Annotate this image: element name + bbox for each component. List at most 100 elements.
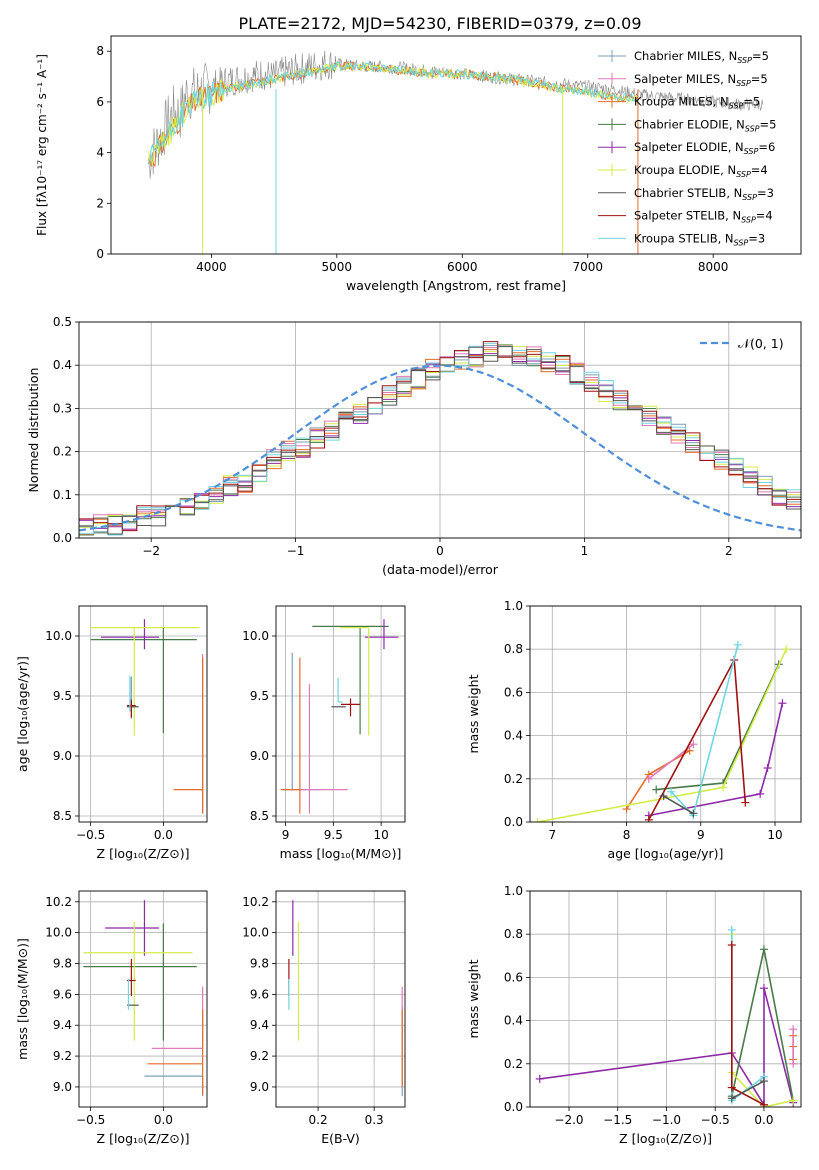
x-tick-label: 0 [436,544,444,558]
legend-label-sub: SSP [744,147,759,156]
histogram-step [79,344,801,538]
weight-marker [622,805,631,814]
y-tick-label: 9.0 [250,749,269,763]
weight-marker [689,740,698,749]
weight-marker [759,1077,768,1086]
x-tick-label: −0.5 [76,828,105,842]
error-point [340,698,361,717]
weight-marker [778,699,787,708]
weight-lines [535,925,798,1107]
plot-frame [275,890,406,1108]
weight-lines [533,640,791,822]
y-tick-label: 8.5 [53,809,72,823]
legend-label: Chabrier MILES, NSSP=5 [634,49,769,65]
x-axis-label: Z [log₁₀(Z/Z⊙)] [97,846,190,861]
plot-frame [110,35,802,255]
y-tick-label: 0.2 [504,1057,523,1071]
error-point [83,923,197,1041]
error-bars [90,619,204,814]
x-tick-label: 9 [282,828,290,842]
legend-label-sub: SSP [745,124,760,133]
legend-label: Salpeter MILES, NSSP=5 [634,72,768,88]
y-axis-label: age [log₁₀(age/yr)] [15,656,30,772]
x-tick-label: 0.0 [154,1113,173,1127]
legend-label-sub: SSP [737,56,752,65]
legend-label-value: =5 [743,95,760,109]
y-axis-label: mass weight [466,674,481,753]
legend-label-text: Salpeter STELIB, N [634,209,741,223]
error-point [340,626,370,736]
error-point [105,900,159,956]
legend-label-value: =5 [752,49,769,63]
legend-label-value: =3 [757,186,774,200]
legend-label-value: =5 [751,72,768,86]
weight-vs-age-panel: 7 8 9 10 0.0 0.2 0.4 0.6 0.8 1.0 age [log₁₀(age/yr… [466,599,802,861]
legend-label: Kroupa STELIB, NSSP=3 [634,231,765,247]
error-point [151,986,204,1049]
y-tick-label: 1.0 [504,599,523,613]
weight-line [731,1080,765,1100]
y-tick-label: 0.6 [504,685,523,699]
weight-marker [652,785,661,794]
mass-vs-metallicity-panel: −0.5 0.0 9.0 9.2 9.4 9.6 9.8 10.0 10.2 Z [log₁₀(Z… [15,890,208,1146]
normal-curve [79,364,801,532]
x-tick-label: 0.0 [754,1113,773,1127]
weight-line [663,795,694,815]
y-axis-label: Flux [fλ10⁻¹⁷ erg cm⁻² s⁻¹ A⁻¹] [35,54,49,236]
error-point [100,619,159,650]
legend-label-text: Salpeter MILES, N [634,72,736,86]
weight-marker [733,640,742,649]
x-axis-label: mass [log₁₀(M/M⊙)] [280,846,402,861]
error-point [83,921,193,1041]
y-tick-label: 9.4 [250,1018,269,1032]
x-tick-label: 9.5 [324,828,343,842]
plot-frame [529,605,802,823]
y-tick-label: 0 [96,247,104,261]
x-tick-label: 8 [623,828,631,842]
x-axis-label: Z [log₁₀(Z/Z⊙)] [619,1131,712,1146]
mass-vs-ebv-panel: 0.2 0.3 9.0 9.2 9.4 9.6 9.8 10.0 10.2 E(B-V) [242,890,406,1146]
legend-label: Kroupa ELODIE, NSSP=4 [634,163,768,179]
x-tick-label: 9 [697,828,705,842]
x-tick-label: 10 [767,828,782,842]
weight-marker [789,1059,798,1068]
error-point [127,699,136,718]
weight-marker [763,764,772,772]
y-tick-label: 0.6 [504,970,523,984]
error-bars [280,619,399,814]
x-tick-label: 0.2 [309,1113,328,1127]
weight-marker [789,1025,798,1034]
x-axis-label: E(B-V) [321,1131,360,1146]
y-tick-label: 10.2 [45,895,72,909]
y-tick-label: 9.5 [250,689,269,703]
y-axis-label: mass weight [466,959,481,1038]
weight-marker [719,783,728,792]
x-tick-label: −2 [142,544,160,558]
legend-label-text: Chabrier STELIB, N [634,186,742,200]
legend-label: Salpeter ELODIE, NSSP=6 [634,140,775,156]
legend-label-sub: SSP [741,216,756,225]
legend-label: Chabrier ELODIE, NSSP=5 [634,117,776,133]
y-tick-label: 8.5 [250,809,269,823]
x-tick-label: −1.0 [652,1113,681,1127]
y-tick-label: 2 [96,196,104,210]
y-tick-label: 0.1 [53,488,72,502]
y-tick-label: 10.0 [45,629,72,643]
x-tick-label: −0.5 [701,1113,730,1127]
histogram-step [79,349,801,538]
legend-label-sub: SSP [736,79,751,88]
y-tick-label: 9.0 [250,1080,269,1094]
plot-frame [78,605,208,823]
y-tick-label: 9.0 [53,1080,72,1094]
plot-frame [78,890,208,1108]
weight-marker [727,1094,736,1103]
age-vs-mass-panel: 9 9.5 10 8.5 9.0 9.5 10.0 mass [log₁₀(M/M⊙)] [242,605,406,861]
weight-marker [727,925,736,934]
error-point [299,684,348,814]
legend-label-value: =4 [756,209,773,223]
error-point [282,652,321,791]
weight-marker [667,787,676,796]
y-tick-label: 0.8 [504,642,523,656]
y-tick-label: 9.5 [53,689,72,703]
histogram-step [79,344,801,538]
